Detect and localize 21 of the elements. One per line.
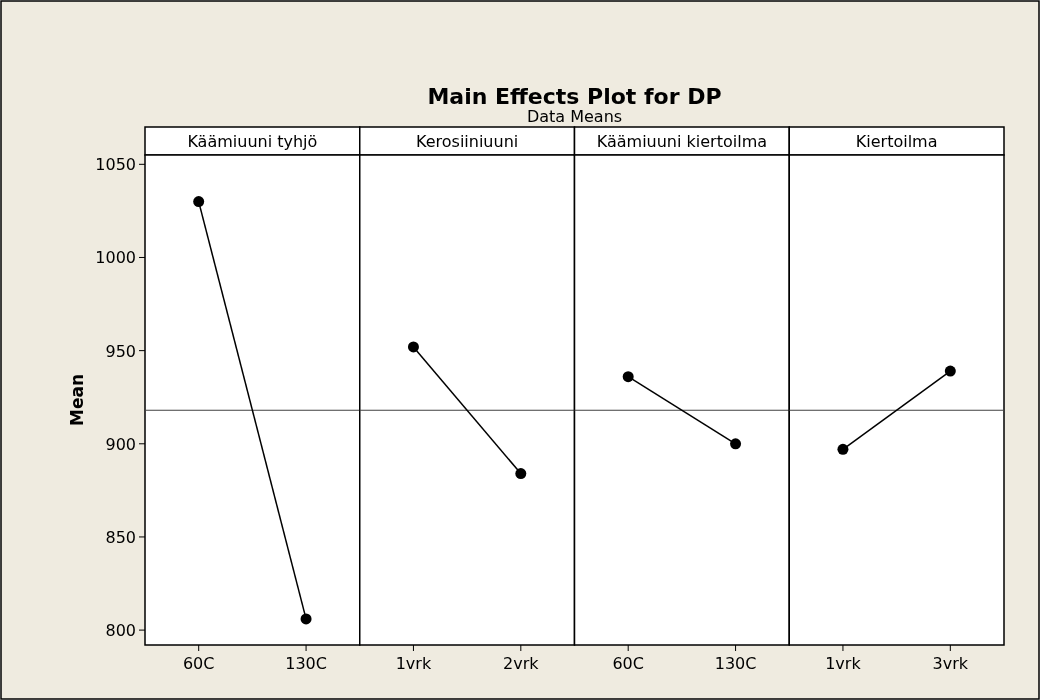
y-axis-title: Mean [67,373,87,427]
x-axis-title: Kiertoilma [855,132,938,151]
x-tick-label: 1vrk [395,654,432,673]
x-tick-label: 60C [612,654,644,673]
x-axis-title: Käämiuuni tyhjö [187,132,318,151]
text: Data Means [526,107,623,126]
x-tick-label: 130C [714,654,757,673]
text: Main Effects Plot for DP [427,84,722,109]
x-tick-label: 2vrk [503,654,540,673]
y-tick-label: 900 [105,434,136,454]
y-tick-label: 1050 [95,155,136,175]
x-tick-label: 1vrk [825,654,862,673]
x-tick-label: 130C [285,654,327,673]
y-tick-label: 950 [105,341,136,361]
y-tick-label: 1000 [95,248,136,268]
x-tick-label: 3vrk [932,654,969,673]
y-tick-label: 850 [105,527,136,547]
x-tick-label: 60C [182,654,215,673]
x-axis-title: Käämiuuni kiertoilma [596,132,768,151]
x-axis-title: Kerosiiniuuni [416,132,519,151]
y-tick-label: 800 [105,621,136,641]
